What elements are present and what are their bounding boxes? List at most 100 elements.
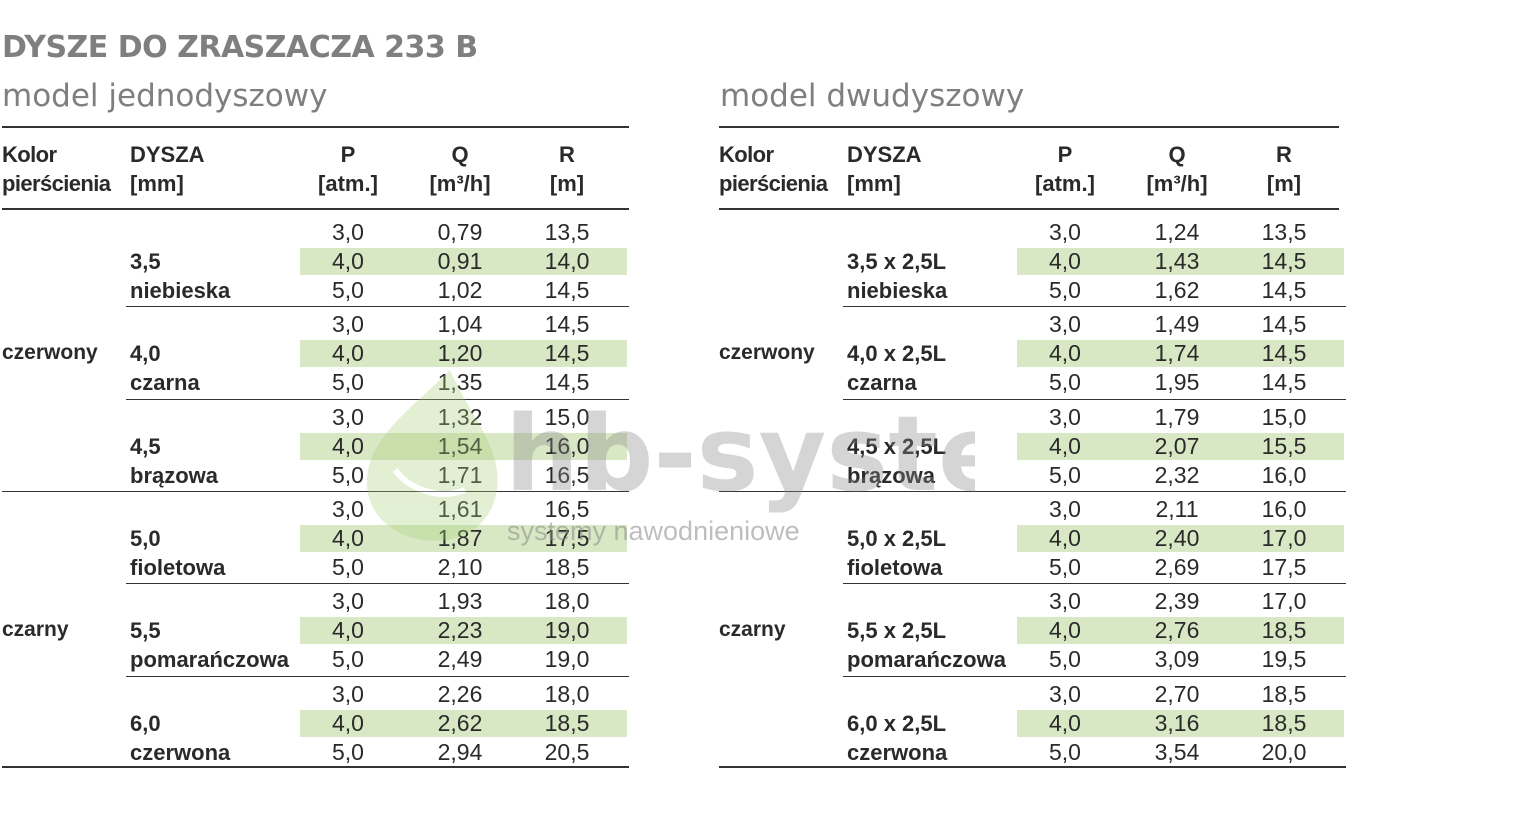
pressure-cell: 4,0 [1049,432,1081,459]
flow-cell: 2,76 [1154,617,1200,644]
double-model-subtitle: model dwudyszowy [720,78,1025,114]
radius-cell: 13,5 [1261,219,1307,245]
pressure-cell: 5,0 [332,553,364,580]
flow-cell: 0,79 [437,219,483,245]
flow-cell: 1,95 [1154,369,1200,396]
flow-cell: 2,11 [1155,495,1199,522]
flow-cell: 2,26 [437,680,483,707]
nozzle-color-name: niebieska [847,278,948,303]
pressure-cell: 4,0 [1049,617,1081,644]
radius-cell: 16,0 [1261,495,1307,522]
flow-cell: 1,32 [437,403,483,430]
nozzle-color-name: pomarańczowa [847,647,1006,673]
header-flow: Q [m³/h] [1146,142,1208,196]
radius-cell: 20,0 [1261,738,1307,765]
flow-cell: 1,71 [437,461,483,488]
single-nozzle-table: Kolor pierścienia DYSZA [mm] P [atm.] Q … [2,126,629,768]
radius-cell: 17,5 [1261,553,1307,580]
highlight-row-bg [1017,709,1344,737]
radius-cell: 20,5 [544,738,590,765]
pressure-cell: 4,0 [332,709,364,736]
radius-cell: 16,5 [544,495,590,522]
radius-cell: 17,0 [1261,588,1307,615]
radius-cell: 18,0 [544,680,590,707]
radius-cell: 15,5 [1261,432,1307,459]
highlight-row-bg [1017,432,1344,460]
radius-cell: 17,0 [1261,524,1307,551]
header-ring-color: Kolor pierścienia [719,142,828,196]
pressure-cell: 4,0 [332,248,364,274]
header-pressure: P [atm.] [1035,142,1095,196]
pressure-cell: 3,0 [332,311,364,338]
pressure-cell: 3,0 [1049,495,1081,522]
flow-cell: 1,20 [437,340,483,367]
flow-cell: 2,07 [1154,432,1200,459]
pressure-cell: 4,0 [1049,709,1081,736]
highlight-row-bg [300,617,627,645]
nozzle-color-name: brązowa [130,462,219,488]
ring-group-separator [719,490,1346,492]
flow-cell: 1,24 [1154,219,1200,245]
nozzle-group-separator [843,306,1346,308]
flow-cell: 1,02 [437,277,483,303]
ring-color-label: czerwony [719,341,815,365]
pressure-cell: 5,0 [1049,738,1081,765]
nozzle-size: 3,5 [130,249,161,274]
pressure-cell: 5,0 [1049,646,1081,673]
flow-cell: 3,16 [1154,709,1200,736]
nozzle-size: 6,0 x 2,5L [847,710,947,736]
header-nozzle: DYSZA [mm] [130,142,205,196]
nozzle-size: 5,0 x 2,5L [847,525,947,551]
radius-cell: 18,5 [1261,680,1307,707]
nozzle-group-separator [126,306,629,308]
radius-cell: 14,5 [1261,311,1307,338]
radius-cell: 18,5 [544,709,590,736]
pressure-cell: 5,0 [332,277,364,303]
header-radius: R [m] [1266,142,1302,196]
flow-cell: 2,49 [437,646,483,673]
nozzle-size: 4,5 x 2,5L [847,433,947,459]
nozzle-size: 4,0 x 2,5L [847,341,947,367]
nozzle-size: 4,5 [130,433,161,459]
pressure-cell: 4,0 [332,524,364,551]
highlight-row-bg [1017,248,1344,275]
pressure-cell: 3,0 [332,680,364,707]
radius-cell: 14,5 [544,340,590,367]
nozzle-color-name: fioletowa [847,554,943,580]
pressure-cell: 3,0 [1049,311,1081,338]
pressure-cell: 5,0 [332,646,364,673]
flow-cell: 1,61 [437,495,483,522]
pressure-cell: 4,0 [1049,248,1081,274]
flow-cell: 0,91 [437,248,483,274]
flow-cell: 1,74 [1154,340,1200,367]
radius-cell: 16,5 [544,461,590,488]
pressure-cell: 4,0 [1049,340,1081,367]
highlight-row-bg [300,524,627,552]
nozzle-color-name: pomarańczowa [130,647,289,673]
pressure-cell: 5,0 [332,369,364,396]
pressure-cell: 3,0 [1049,680,1081,707]
flow-cell: 1,49 [1154,311,1200,338]
pressure-cell: 5,0 [332,738,364,765]
ring-color-label: czarny [2,618,69,642]
radius-cell: 16,0 [1261,461,1307,488]
header-pressure: P [atm.] [318,142,378,196]
flow-cell: 2,23 [437,617,483,644]
pressure-cell: 5,0 [1049,277,1081,303]
highlight-row-bg [300,432,627,460]
radius-cell: 18,5 [544,553,590,580]
flow-cell: 1,35 [437,369,483,396]
radius-cell: 15,0 [1261,403,1307,430]
flow-cell: 1,54 [437,432,483,459]
nozzle-color-name: niebieska [130,278,231,303]
flow-cell: 1,79 [1154,403,1200,430]
pressure-cell: 4,0 [332,340,364,367]
nozzle-size: 5,5 [130,618,161,644]
flow-cell: 2,40 [1154,524,1200,551]
ring-group-separator [2,490,629,492]
flow-cell: 2,69 [1154,553,1200,580]
table-header: Kolor pierścienia DYSZA [mm] P [atm.] Q … [2,126,629,210]
nozzle-size: 4,0 [130,341,161,367]
page-title: DYSZE DO ZRASZACZA 233 B [2,30,478,65]
radius-cell: 14,5 [1261,340,1307,367]
